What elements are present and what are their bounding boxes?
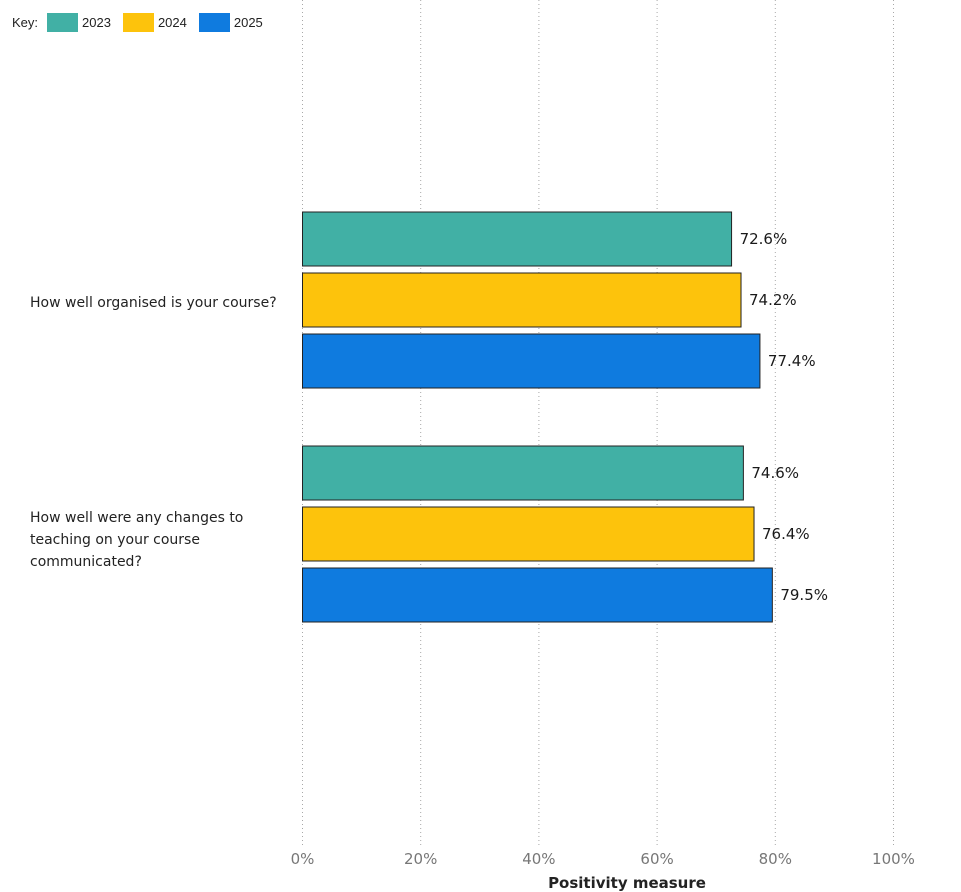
legend-swatch-2025 <box>198 12 230 32</box>
bar-2025-0 <box>302 333 761 389</box>
x-axis-title: Positivity measure <box>548 874 706 892</box>
category-label-1: How well were any changes to teaching on… <box>30 507 243 573</box>
bar-2024-0 <box>302 272 742 328</box>
bar-2024-1 <box>302 506 755 562</box>
x-tick-label-40: 40% <box>522 850 555 868</box>
category-label-1-line-0: How well were any changes to <box>30 510 244 526</box>
legend-label-2024: 2024 <box>157 14 187 30</box>
x-tick-label-60: 60% <box>640 850 673 868</box>
x-tick-label-0: 0% <box>291 850 315 868</box>
data-label-2023-0: 72.6% <box>740 230 788 248</box>
data-label-2025-0: 77.4% <box>768 352 816 370</box>
x-tick-label-100: 100% <box>872 850 915 868</box>
category-label-1-line-1: teaching on your course <box>30 532 200 548</box>
x-tick-label-20: 20% <box>404 850 437 868</box>
x-tick-label-80: 80% <box>759 850 792 868</box>
legend-key-label: Key: <box>12 14 39 30</box>
legend-label-2025: 2025 <box>233 14 263 30</box>
bar-2023-1 <box>302 445 744 501</box>
category-label-1-line-2: communicated? <box>30 554 142 570</box>
legend: Key: 2023 2024 2025 <box>12 11 275 33</box>
category-label-0: How well organised is your course? <box>30 292 277 314</box>
data-label-2024-1: 76.4% <box>762 525 810 543</box>
data-label-2025-1: 79.5% <box>780 586 828 604</box>
data-label-2023-1: 74.6% <box>751 464 799 482</box>
legend-label-2023: 2023 <box>82 14 111 30</box>
legend-item-2023[interactable]: 2023 <box>47 12 111 32</box>
bar-2025-1 <box>302 567 773 623</box>
category-label-0-line-0: How well organised is your course? <box>30 295 277 311</box>
data-label-2024-0: 74.2% <box>749 291 797 309</box>
bar-2023-0 <box>302 211 733 267</box>
legend-item-2024[interactable]: 2024 <box>122 12 187 32</box>
legend-swatch-2024 <box>122 12 154 32</box>
legend-item-2025[interactable]: 2025 <box>198 12 263 32</box>
legend-swatch-2023 <box>47 12 79 32</box>
